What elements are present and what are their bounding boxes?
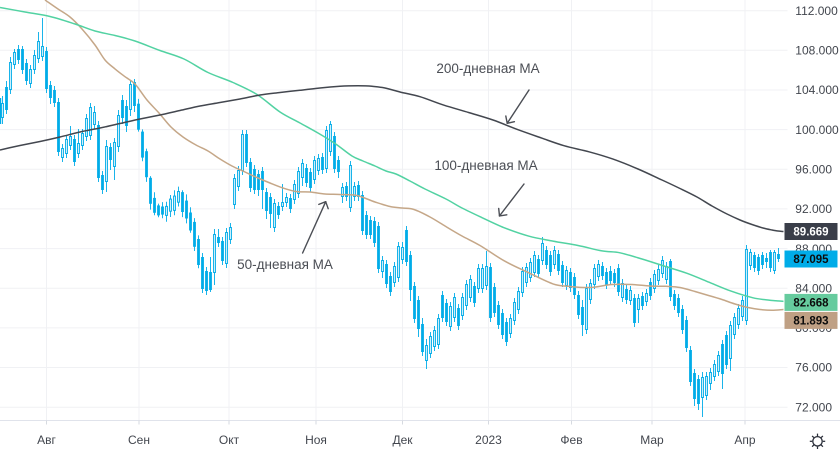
- svg-text:2023: 2023: [475, 433, 502, 447]
- svg-text:Сен: Сен: [128, 433, 150, 447]
- svg-text:84.000: 84.000: [795, 281, 832, 295]
- svg-text:200-дневная MA: 200-дневная MA: [436, 61, 539, 76]
- svg-text:50-дневная MA: 50-дневная MA: [237, 257, 333, 272]
- svg-text:100-дневная MA: 100-дневная MA: [434, 158, 537, 173]
- svg-text:Мар: Мар: [640, 433, 664, 447]
- svg-text:Апр: Апр: [734, 433, 756, 447]
- svg-text:81.893: 81.893: [793, 316, 828, 328]
- svg-text:Авг: Авг: [37, 433, 56, 447]
- svg-text:96.000: 96.000: [795, 163, 832, 177]
- svg-text:100.000: 100.000: [795, 123, 839, 137]
- svg-text:Фев: Фев: [560, 433, 582, 447]
- svg-text:104.000: 104.000: [795, 83, 839, 97]
- svg-text:Ноя: Ноя: [305, 433, 327, 447]
- svg-text:82.668: 82.668: [793, 298, 829, 310]
- svg-text:76.000: 76.000: [795, 361, 832, 375]
- svg-text:92.000: 92.000: [795, 202, 832, 216]
- svg-text:87.095: 87.095: [793, 254, 829, 266]
- svg-text:72.000: 72.000: [795, 400, 832, 414]
- svg-text:Окт: Окт: [219, 433, 240, 447]
- svg-text:108.000: 108.000: [795, 44, 839, 58]
- svg-text:Дек: Дек: [392, 433, 413, 447]
- svg-text:112.000: 112.000: [795, 4, 838, 18]
- svg-text:89.669: 89.669: [793, 227, 828, 239]
